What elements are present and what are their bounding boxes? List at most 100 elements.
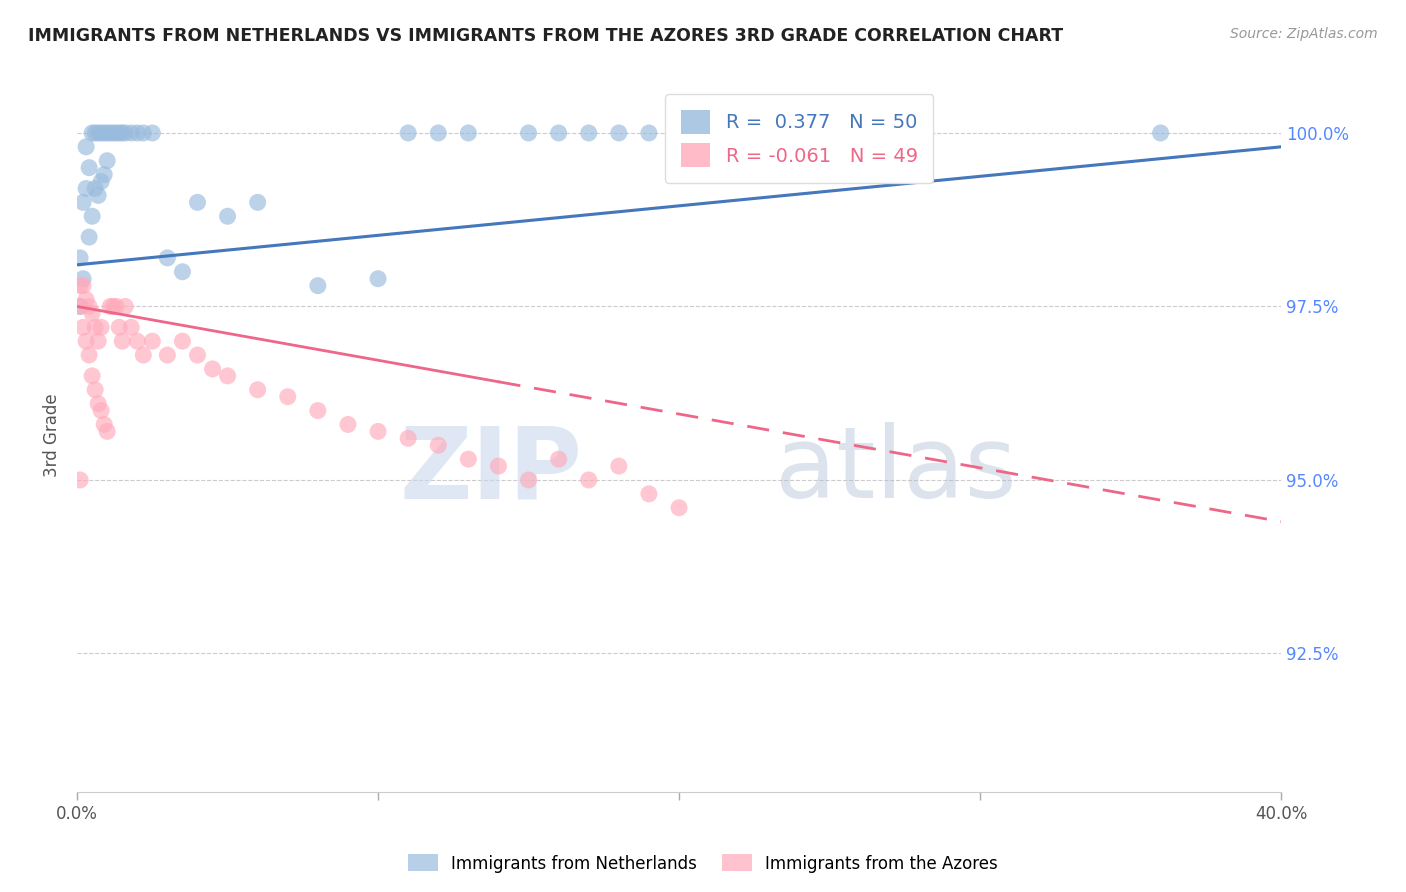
Legend: Immigrants from Netherlands, Immigrants from the Azores: Immigrants from Netherlands, Immigrants … (401, 847, 1005, 880)
Point (547, 452, 569, 467)
Point (75, 334, 97, 348)
Point (547, 126, 569, 140)
Y-axis label: 3rd Grade: 3rd Grade (44, 393, 60, 476)
Point (93, 417, 115, 432)
Point (72, 320, 94, 334)
Point (82, 368, 104, 383)
Point (156, 251, 179, 265)
Point (98, 126, 121, 140)
Text: ZIP: ZIP (399, 422, 582, 519)
Point (77, 230, 100, 244)
Point (108, 126, 131, 140)
Point (72, 278, 94, 293)
Point (132, 348, 155, 362)
Point (638, 126, 661, 140)
Point (367, 271, 389, 285)
Point (75, 140, 97, 154)
Point (186, 195, 208, 210)
Point (69, 278, 91, 293)
Point (90, 320, 112, 334)
Point (87, 188, 110, 202)
Point (132, 126, 155, 140)
Point (246, 195, 269, 210)
Point (668, 500, 690, 515)
Point (90, 175, 112, 189)
Text: atlas: atlas (775, 422, 1017, 519)
Point (98, 300, 121, 314)
Point (82, 306, 104, 320)
Point (111, 334, 134, 348)
Point (77, 300, 100, 314)
Point (103, 300, 125, 314)
Point (84, 181, 107, 195)
Text: Source: ZipAtlas.com: Source: ZipAtlas.com (1230, 27, 1378, 41)
Point (114, 126, 136, 140)
Text: IMMIGRANTS FROM NETHERLANDS VS IMMIGRANTS FROM THE AZORES 3RD GRADE CORRELATION : IMMIGRANTS FROM NETHERLANDS VS IMMIGRANT… (28, 27, 1063, 45)
Point (457, 126, 479, 140)
Point (172, 334, 194, 348)
Point (75, 181, 97, 195)
Point (1149, 126, 1171, 140)
Point (72, 271, 94, 285)
Point (96, 153, 118, 168)
Point (69, 300, 91, 314)
Point (217, 368, 239, 383)
Point (69, 251, 91, 265)
Point (141, 126, 163, 140)
Point (90, 403, 112, 417)
Point (82, 209, 104, 223)
Point (367, 425, 389, 439)
Point (578, 473, 600, 487)
Point (90, 126, 112, 140)
Point (77, 348, 100, 362)
Point (105, 126, 128, 140)
Point (578, 126, 600, 140)
Point (607, 126, 630, 140)
Point (246, 383, 269, 397)
Point (186, 348, 208, 362)
Point (84, 126, 107, 140)
Point (93, 126, 115, 140)
Point (201, 362, 224, 376)
Point (307, 278, 329, 293)
Point (217, 209, 239, 223)
Point (120, 320, 142, 334)
Point (111, 126, 134, 140)
Point (396, 431, 419, 445)
Point (69, 473, 91, 487)
Point (457, 452, 479, 467)
Point (427, 438, 450, 452)
Point (172, 265, 194, 279)
Point (277, 390, 299, 404)
Point (96, 126, 118, 140)
Point (307, 403, 329, 417)
Point (728, 126, 751, 140)
Point (517, 126, 540, 140)
Point (156, 348, 179, 362)
Point (105, 300, 128, 314)
Point (127, 334, 149, 348)
Point (488, 459, 510, 474)
Point (77, 161, 100, 175)
Point (638, 487, 661, 501)
Point (72, 195, 94, 210)
Point (84, 383, 107, 397)
Legend: R =  0.377   N = 50, R = -0.061   N = 49: R = 0.377 N = 50, R = -0.061 N = 49 (665, 95, 934, 183)
Point (141, 334, 163, 348)
Point (668, 126, 690, 140)
Point (87, 334, 110, 348)
Point (517, 473, 540, 487)
Point (120, 126, 142, 140)
Point (87, 397, 110, 411)
Point (75, 293, 97, 307)
Point (114, 300, 136, 314)
Point (789, 126, 811, 140)
Point (427, 126, 450, 140)
Point (96, 425, 118, 439)
Point (697, 126, 720, 140)
Point (69, 300, 91, 314)
Point (336, 417, 359, 432)
Point (93, 168, 115, 182)
Point (108, 320, 131, 334)
Point (396, 126, 419, 140)
